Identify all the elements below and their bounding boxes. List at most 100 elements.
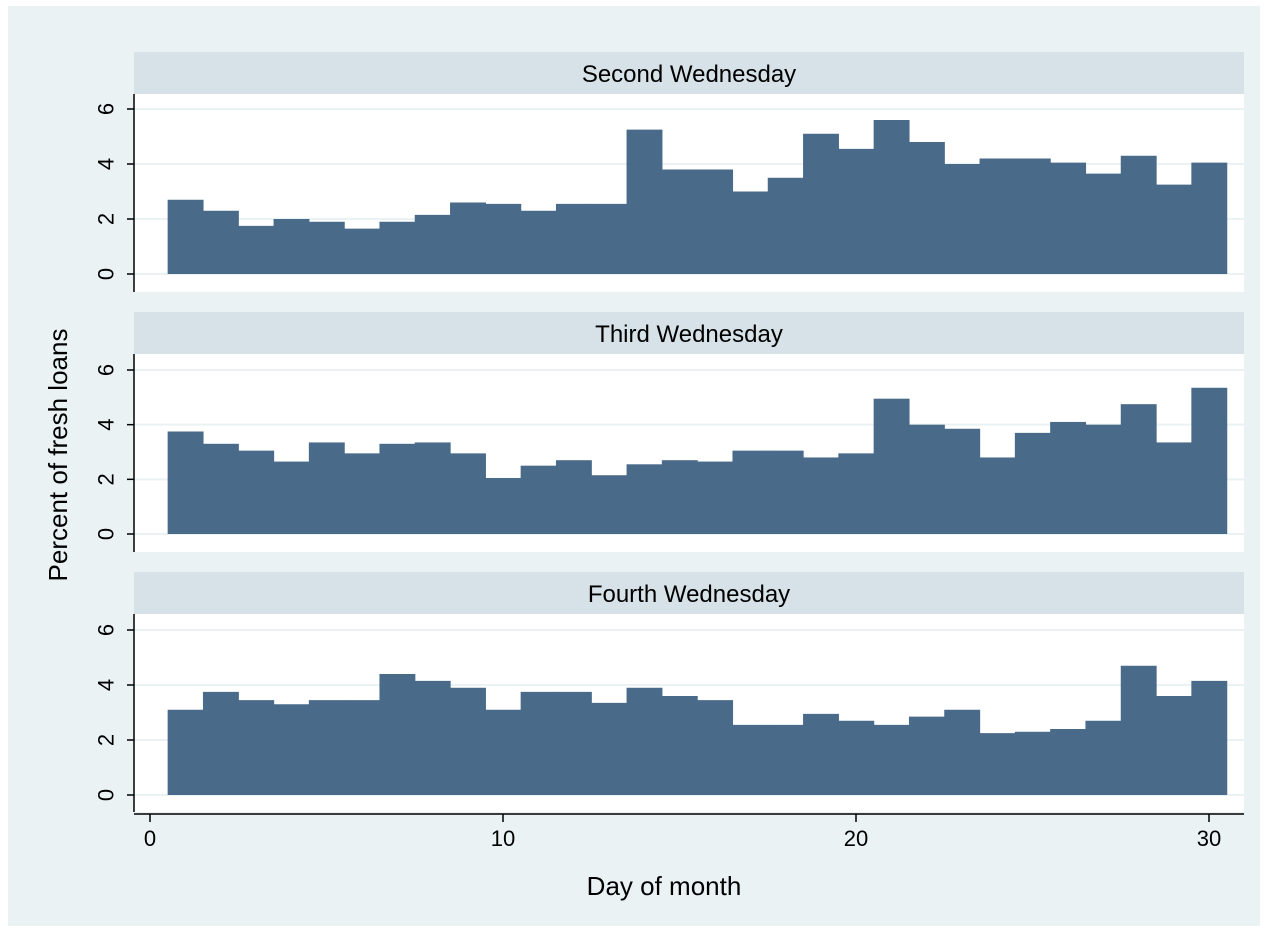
bar	[626, 464, 663, 534]
bar	[308, 442, 345, 534]
y-tick-label: 6	[94, 364, 119, 376]
bar	[273, 219, 310, 274]
bar	[414, 680, 451, 795]
bar	[1191, 680, 1228, 795]
bar	[273, 461, 310, 534]
bar	[450, 453, 486, 534]
bar	[344, 700, 381, 795]
y-tick-label: 0	[94, 268, 119, 280]
bar	[1120, 404, 1157, 534]
bar	[555, 691, 592, 795]
bar	[1156, 184, 1192, 274]
y-tick-label: 2	[94, 473, 119, 485]
bar	[202, 210, 239, 274]
bar	[767, 177, 804, 274]
panel-title: Fourth Wednesday	[588, 581, 790, 608]
bar	[1014, 158, 1051, 274]
bar	[979, 733, 1016, 795]
bar	[767, 450, 804, 534]
bar	[202, 443, 239, 534]
bar	[838, 148, 875, 274]
panel-title: Third Wednesday	[595, 321, 783, 348]
bar	[591, 203, 628, 274]
bar	[661, 460, 698, 534]
bar	[308, 221, 345, 274]
bar	[732, 191, 769, 274]
bar	[908, 716, 945, 795]
panel-title: Second Wednesday	[582, 61, 796, 88]
bar	[1120, 155, 1157, 274]
bar	[414, 214, 451, 274]
bar	[485, 477, 522, 534]
bar	[873, 120, 910, 274]
bar	[626, 687, 663, 795]
bar	[1014, 432, 1051, 534]
bar	[661, 696, 698, 795]
bar	[944, 164, 981, 274]
bar	[767, 724, 804, 795]
bar	[520, 691, 557, 795]
bar	[626, 129, 663, 274]
bar	[732, 450, 769, 534]
bar	[697, 461, 734, 534]
bar	[238, 700, 275, 795]
panel-strip	[134, 52, 1244, 94]
bar	[873, 398, 910, 534]
bar	[379, 443, 416, 534]
bar	[520, 465, 557, 534]
panel-strip	[134, 312, 1244, 354]
y-tick-label: 4	[94, 419, 119, 431]
bar	[450, 202, 486, 274]
x-tick-label: 10	[491, 826, 515, 851]
bar	[803, 713, 839, 795]
bar	[202, 691, 239, 795]
bar	[1050, 729, 1087, 795]
y-tick-label: 4	[94, 158, 119, 170]
y-tick-label: 2	[94, 213, 119, 225]
bar	[1085, 424, 1122, 534]
bar	[908, 142, 945, 274]
bar	[1085, 720, 1122, 795]
bar	[803, 457, 839, 534]
bar	[1191, 387, 1228, 534]
bar	[379, 221, 416, 274]
bar	[591, 475, 628, 534]
bar	[1014, 731, 1051, 795]
bar	[803, 133, 839, 274]
bar	[873, 724, 910, 795]
bar	[308, 700, 345, 795]
bar	[1085, 173, 1122, 274]
bar	[167, 431, 204, 534]
bar	[555, 460, 592, 534]
y-tick-label: 6	[94, 103, 119, 115]
bar	[167, 709, 204, 795]
y-tick-label: 6	[94, 624, 119, 636]
bar	[273, 704, 310, 795]
y-axis-label: Percent of fresh loans	[43, 329, 73, 582]
bar	[167, 199, 204, 274]
bar	[979, 158, 1016, 274]
y-tick-label: 4	[94, 679, 119, 691]
bar	[520, 210, 557, 274]
bar	[1191, 162, 1228, 274]
bar	[1050, 162, 1087, 274]
bar	[238, 225, 275, 274]
bar	[591, 702, 628, 795]
bar	[379, 674, 416, 795]
bar	[697, 169, 734, 274]
bar	[732, 724, 769, 795]
bar	[1156, 442, 1192, 534]
bar	[450, 687, 486, 795]
bar	[944, 709, 981, 795]
bar	[485, 203, 522, 274]
bar	[979, 457, 1016, 534]
bar	[555, 203, 592, 274]
y-tick-label: 0	[94, 789, 119, 801]
x-tick-label: 30	[1197, 826, 1221, 851]
y-tick-label: 0	[94, 528, 119, 540]
bar	[838, 453, 875, 534]
y-tick-label: 2	[94, 734, 119, 746]
x-tick-label: 0	[144, 826, 156, 851]
bar	[697, 700, 734, 795]
